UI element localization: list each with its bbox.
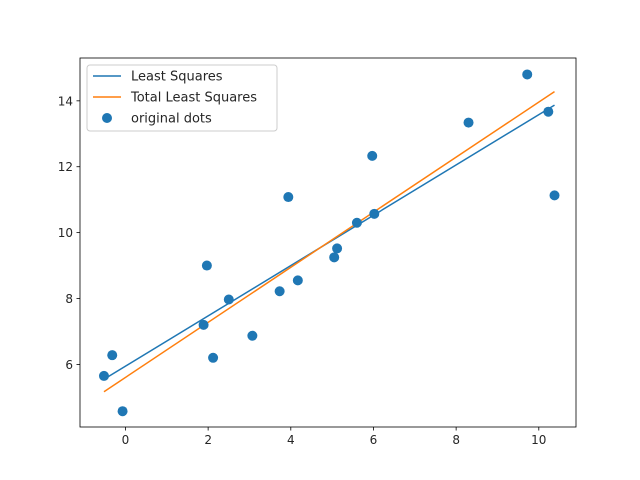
data-point (201, 260, 212, 271)
x-tick-label: 0 (122, 433, 130, 447)
x-tick-label: 10 (531, 433, 546, 447)
data-point (223, 294, 234, 305)
data-point (463, 117, 474, 128)
x-tick-label: 8 (452, 433, 460, 447)
x-tick-label: 6 (370, 433, 378, 447)
y-tick-label: 12 (58, 160, 73, 174)
points-layer (98, 69, 560, 417)
data-point (367, 150, 378, 161)
data-point (369, 208, 380, 219)
y-tick-label: 10 (58, 226, 73, 240)
legend-label-total-least-squares: Total Least Squares (130, 91, 257, 106)
legend-label-least-squares: Least Squares (131, 70, 223, 85)
x-axis: 0 2 4 6 8 10 (122, 427, 546, 447)
data-point (208, 352, 219, 363)
data-point (351, 217, 362, 228)
series-line-total-least-squares (103, 90, 555, 393)
axes-frame (79, 57, 577, 428)
y-tick-label: 6 (65, 358, 73, 372)
data-point (522, 69, 533, 80)
legend-box (86, 64, 278, 132)
data-point (247, 330, 258, 341)
x-tick-label: 4 (287, 433, 295, 447)
data-point (549, 190, 560, 201)
legend-label-original-dots: original dots (131, 112, 212, 127)
y-tick-label: 14 (58, 94, 73, 108)
data-point (283, 192, 294, 203)
data-point (543, 106, 554, 117)
data-point (117, 406, 128, 417)
data-point (98, 370, 109, 381)
lines-layer (103, 90, 555, 393)
legend: Least Squares Total Least Squares origin… (86, 64, 278, 132)
data-point (332, 243, 343, 254)
y-tick-label: 8 (65, 292, 73, 306)
legend-marker-original-dots (102, 113, 112, 123)
data-point (274, 286, 285, 297)
data-point (292, 275, 303, 286)
data-point (329, 252, 340, 263)
x-tick-label: 2 (204, 433, 212, 447)
data-point (198, 319, 209, 330)
data-point (107, 350, 118, 361)
y-axis: 6 8 10 12 14 (58, 94, 80, 372)
